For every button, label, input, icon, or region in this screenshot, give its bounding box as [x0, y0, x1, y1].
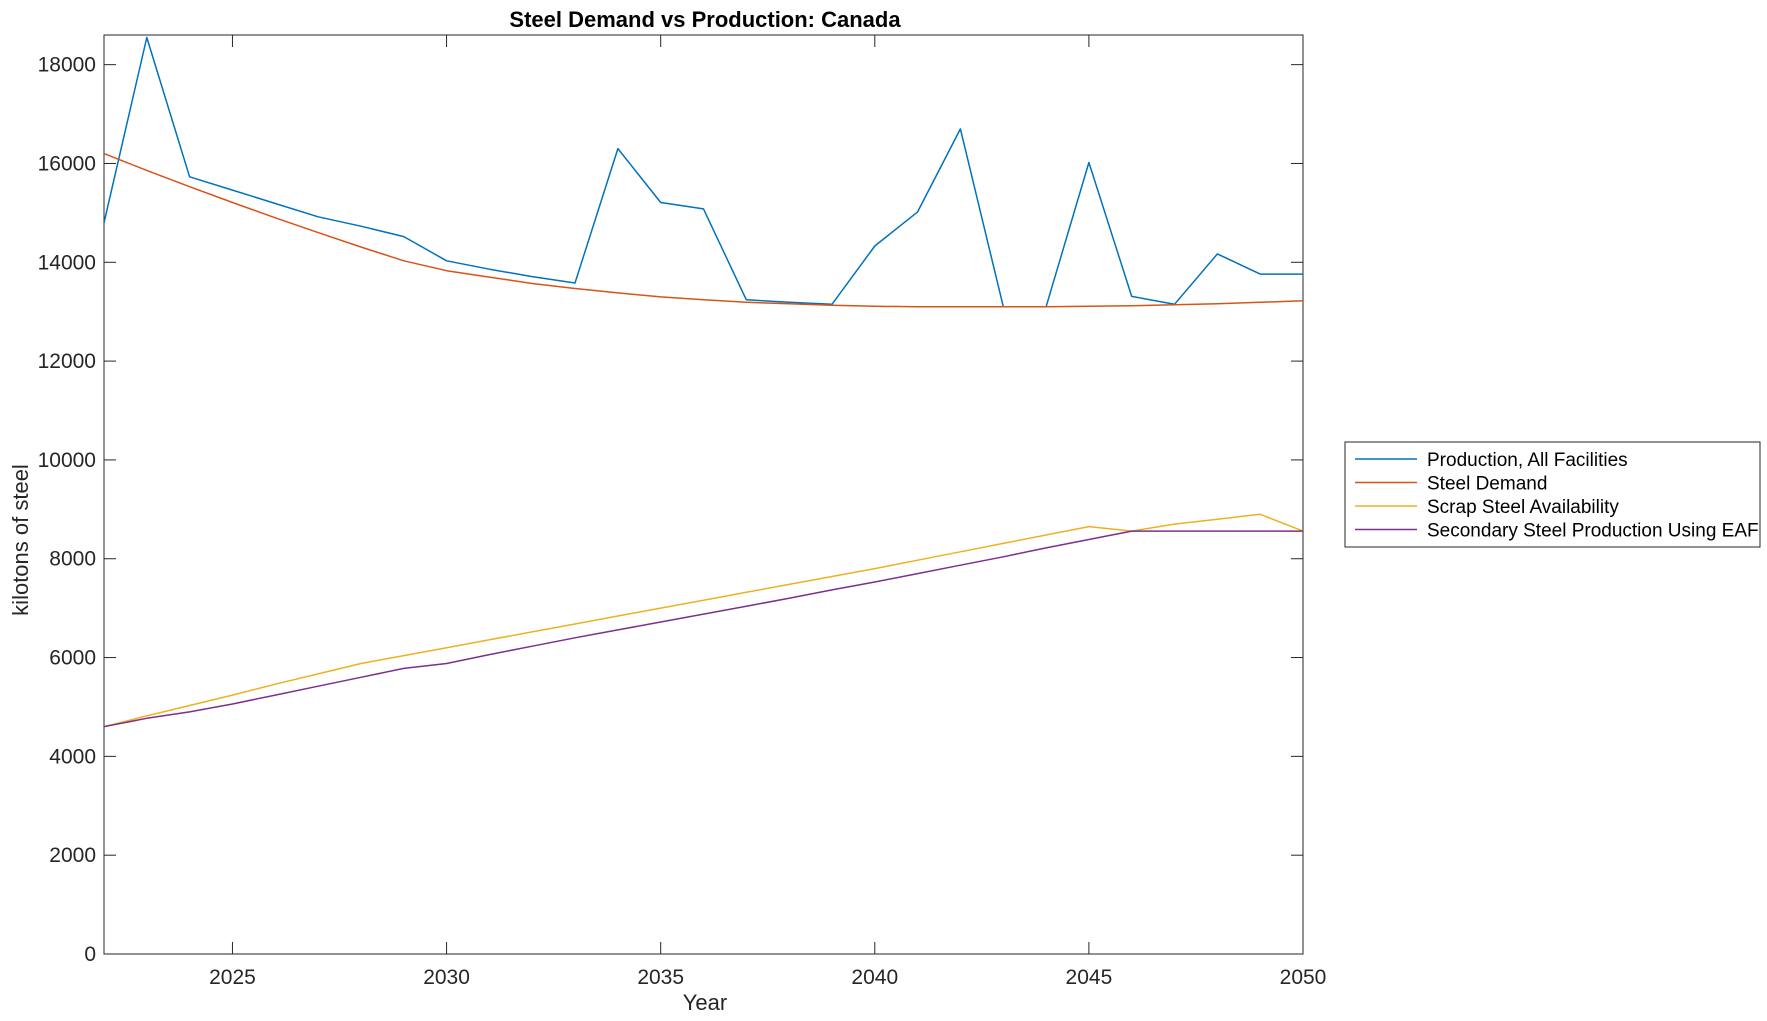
legend-label: Steel Demand: [1427, 474, 1547, 495]
x-axis-title: Year: [683, 990, 727, 1015]
y-tick-label: 12000: [38, 350, 96, 373]
x-tick-label: 2045: [1066, 966, 1113, 989]
legend-label: Secondary Steel Production Using EAF: [1427, 521, 1759, 542]
legend-label: Scrap Steel Availability: [1427, 497, 1619, 518]
series-line-scrap-steel-availability: [104, 513, 1303, 728]
series-line-steel-demand: [104, 152, 1303, 308]
series-line-production-all-facilities: [104, 36, 1303, 308]
legend-label: Production, All Facilities: [1427, 450, 1628, 471]
y-tick-label: 16000: [38, 152, 96, 175]
x-tick-label: 2040: [851, 966, 898, 989]
y-tick-label: 8000: [49, 548, 96, 571]
y-tick-label: 10000: [38, 449, 96, 472]
y-tick-label: 4000: [49, 745, 96, 768]
y-tick-label: 6000: [49, 647, 96, 670]
series-group: [104, 36, 1303, 728]
series-line-secondary-steel-production-using-eaf: [104, 530, 1303, 728]
y-tick-label: 0: [84, 943, 96, 966]
y-tick-label: 18000: [38, 54, 96, 77]
axes-box: [103, 34, 1304, 955]
y-tick-label: 14000: [38, 251, 96, 274]
plot-area: 0 2000 4000 6000 8000 10000 12000 14000 16000 180…: [38, 34, 1327, 989]
y-tick-label: 2000: [49, 844, 96, 867]
y-axis-title: kilotons of steel: [8, 464, 33, 616]
chart-title: Steel Demand vs Production: Canada: [509, 7, 901, 32]
x-tick-label: 2030: [423, 966, 470, 989]
x-tick-label: 2035: [637, 966, 684, 989]
x-tick-label: 2050: [1280, 966, 1327, 989]
x-tick-label: 2025: [209, 966, 256, 989]
legend: Production, All Facilities Steel DemandSc…: [1344, 441, 1761, 548]
